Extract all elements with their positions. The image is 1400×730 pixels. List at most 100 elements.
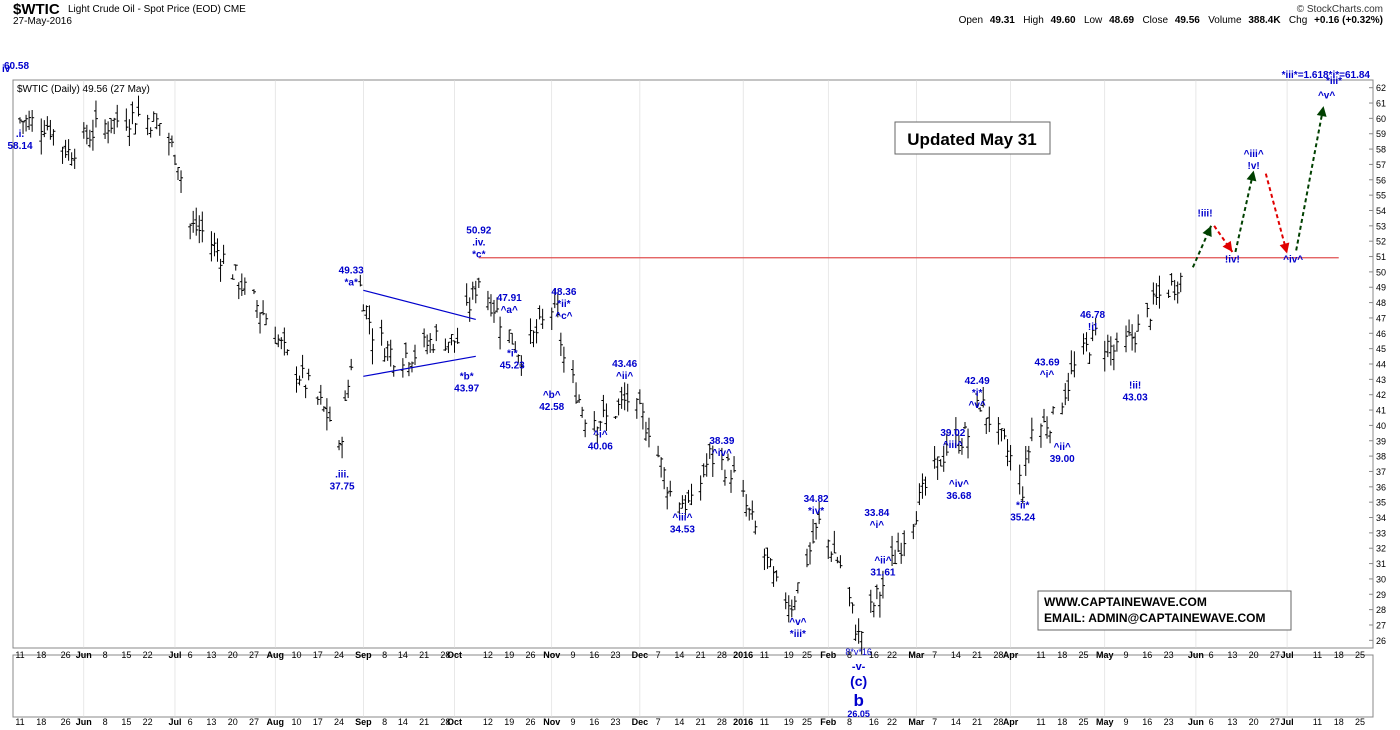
chart-legend: $WTIC (Daily) 49.56 (27 May) xyxy=(17,84,150,95)
quote-date: 27-May-2016 xyxy=(13,16,72,27)
x-tick-label: 10 xyxy=(292,650,302,660)
brand-watermark: © StockCharts.com xyxy=(1296,4,1383,15)
x-tick-label: 24 xyxy=(334,650,344,660)
x-tick-label: 11 xyxy=(15,650,24,660)
y-tick-label: 44 xyxy=(1376,360,1386,370)
x-tick-label: Aug xyxy=(266,650,284,660)
x-tick-label-lower: 9 xyxy=(1124,717,1129,727)
x-tick-label: Nov xyxy=(543,650,560,660)
wave-label: ^v^ xyxy=(969,400,986,411)
wave-label: *b* xyxy=(460,371,474,382)
y-tick-label: 36 xyxy=(1376,482,1386,492)
x-tick-label: 13 xyxy=(1227,650,1237,660)
volume-label: Volume xyxy=(1208,15,1242,26)
wave-c-label: (c) xyxy=(850,673,867,689)
x-tick-label-lower: 13 xyxy=(1227,717,1237,727)
x-tick-label: 8 xyxy=(847,650,852,660)
wave-v-label: -v- xyxy=(852,661,866,673)
wave-label: .i. xyxy=(16,129,25,140)
wave-label: !iv! xyxy=(1225,255,1240,266)
x-tick-label: 22 xyxy=(887,650,897,660)
x-tick-label: 13 xyxy=(206,650,216,660)
x-tick-label-lower: 28 xyxy=(440,717,450,727)
wave-label: ^ii^ xyxy=(616,371,633,382)
x-tick-label: 12 xyxy=(483,650,493,660)
y-tick-label: 37 xyxy=(1376,467,1386,477)
y-tick-label: 48 xyxy=(1376,298,1386,308)
wave-label: 35.24 xyxy=(1010,512,1035,523)
y-tick-label: 39 xyxy=(1376,436,1386,446)
x-tick-label: 18 xyxy=(1057,650,1067,660)
wave-label: 43.69 xyxy=(1035,358,1060,369)
wave-label: *c* xyxy=(472,250,485,261)
x-tick-label-lower: 27 xyxy=(1270,717,1280,727)
wave-label: ^b^ xyxy=(543,390,561,401)
x-tick-label-lower: 24 xyxy=(334,717,344,727)
wave-label: ^i^ xyxy=(1040,370,1055,381)
x-tick-label-lower: 19 xyxy=(504,717,514,727)
x-tick-label-lower: 18 xyxy=(36,717,46,727)
y-tick-label: 27 xyxy=(1376,620,1386,630)
wave-label: ^ii^ xyxy=(874,556,891,567)
x-tick-label-lower: 16 xyxy=(869,717,879,727)
high-label: High xyxy=(1023,15,1044,26)
wave-label: *i* xyxy=(972,388,983,399)
feb-lower-mark: 8*v*16 xyxy=(845,647,872,657)
y-tick-label: 52 xyxy=(1376,237,1386,247)
change-value: +0.16 (+0.32%) xyxy=(1314,15,1383,26)
y-tick-label: 59 xyxy=(1376,129,1386,139)
y-tick-label: 32 xyxy=(1376,544,1386,554)
projection-arrowhead xyxy=(1222,240,1233,252)
wave-label: 39.00 xyxy=(1050,454,1075,465)
y-tick-label: 42 xyxy=(1376,390,1386,400)
wave-label: ^i^ xyxy=(870,520,885,531)
x-tick-label: 25 xyxy=(1078,650,1088,660)
wave-label: 58.14 xyxy=(7,141,32,152)
x-tick-label-lower: Sep xyxy=(355,717,372,727)
x-tick-label: 28 xyxy=(993,650,1003,660)
y-tick-label: 56 xyxy=(1376,175,1386,185)
x-tick-label-lower: 12 xyxy=(483,717,493,727)
low-label: Low xyxy=(1083,15,1103,26)
projection-arrow xyxy=(1264,173,1289,254)
y-tick-label: 57 xyxy=(1376,160,1386,170)
projection-target-label: *iii*=1.618*i*=61.84 xyxy=(1282,70,1371,81)
triangle-upper-line xyxy=(363,289,476,321)
x-tick-label-lower: 10 xyxy=(292,717,302,727)
wave-label: .iv. xyxy=(472,238,485,249)
x-tick-label: 17 xyxy=(313,650,323,660)
y-tick-label: 53 xyxy=(1376,221,1386,231)
x-tick-label: 26 xyxy=(61,650,71,660)
x-tick-label-lower: 25 xyxy=(1078,717,1088,727)
symbol: $WTIC xyxy=(13,1,60,18)
wave-label: 48.36 xyxy=(551,287,576,298)
x-tick-label: Dec xyxy=(632,650,649,660)
wave-label: *i* xyxy=(507,348,518,359)
x-tick-label: 11 xyxy=(760,650,769,660)
x-tick-label-lower: 11 xyxy=(1313,717,1322,727)
wave-label: !iii! xyxy=(1198,209,1213,220)
x-tick-label-lower: 16 xyxy=(589,717,599,727)
x-tick-label: 9 xyxy=(1124,650,1129,660)
x-tick-label-lower: 8 xyxy=(103,717,108,727)
update-box-text: Updated May 31 xyxy=(907,130,1036,149)
x-tick-label-lower: 11 xyxy=(15,717,24,727)
x-tick-label-lower: 21 xyxy=(972,717,982,727)
x-tick-label: Apr xyxy=(1003,650,1019,660)
y-tick-label: 60 xyxy=(1376,114,1386,124)
high-value: 49.60 xyxy=(1050,15,1076,26)
y-tick-label: 49 xyxy=(1376,283,1386,293)
open-value: 49.31 xyxy=(989,15,1015,26)
chart-header: $WTIC Light Crude Oil - Spot Price (EOD)… xyxy=(0,0,1400,28)
x-tick-label: 25 xyxy=(1355,650,1365,660)
y-tick-label: 35 xyxy=(1376,498,1386,508)
projection-arrowhead xyxy=(1246,170,1257,182)
x-tick-label-lower: 7 xyxy=(656,717,661,727)
x-tick-label: 28 xyxy=(717,650,727,660)
x-tick-label: 16 xyxy=(869,650,879,660)
x-tick-label-lower: 23 xyxy=(611,717,621,727)
wave-label: ^iv^ xyxy=(949,479,969,490)
x-tick-label: Mar xyxy=(908,650,925,660)
wave-label: *a* xyxy=(345,277,358,288)
